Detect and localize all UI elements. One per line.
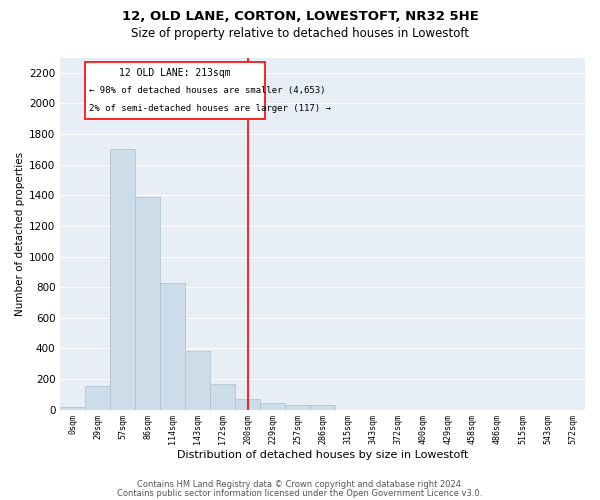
Text: Size of property relative to detached houses in Lowestoft: Size of property relative to detached ho… bbox=[131, 28, 469, 40]
Bar bbox=[135, 197, 160, 410]
Text: Contains HM Land Registry data © Crown copyright and database right 2024.: Contains HM Land Registry data © Crown c… bbox=[137, 480, 463, 489]
Text: 12, OLD LANE, CORTON, LOWESTOFT, NR32 5HE: 12, OLD LANE, CORTON, LOWESTOFT, NR32 5H… bbox=[122, 10, 478, 23]
Bar bbox=[60, 406, 85, 410]
Bar bbox=[260, 404, 285, 409]
Bar bbox=[185, 350, 210, 410]
Text: Contains public sector information licensed under the Open Government Licence v3: Contains public sector information licen… bbox=[118, 488, 482, 498]
X-axis label: Distribution of detached houses by size in Lowestoft: Distribution of detached houses by size … bbox=[177, 450, 469, 460]
Y-axis label: Number of detached properties: Number of detached properties bbox=[15, 152, 25, 316]
Text: 2% of semi-detached houses are larger (117) →: 2% of semi-detached houses are larger (1… bbox=[89, 104, 331, 113]
Bar bbox=[85, 386, 110, 409]
Text: 12 OLD LANE: 213sqm: 12 OLD LANE: 213sqm bbox=[119, 68, 231, 78]
Bar bbox=[310, 405, 335, 409]
Text: ← 98% of detached houses are smaller (4,653): ← 98% of detached houses are smaller (4,… bbox=[89, 86, 326, 95]
Bar bbox=[160, 282, 185, 410]
Bar bbox=[85, 62, 265, 118]
Bar bbox=[235, 399, 260, 409]
Bar bbox=[210, 384, 235, 409]
Bar bbox=[110, 150, 135, 410]
Bar bbox=[285, 405, 310, 409]
